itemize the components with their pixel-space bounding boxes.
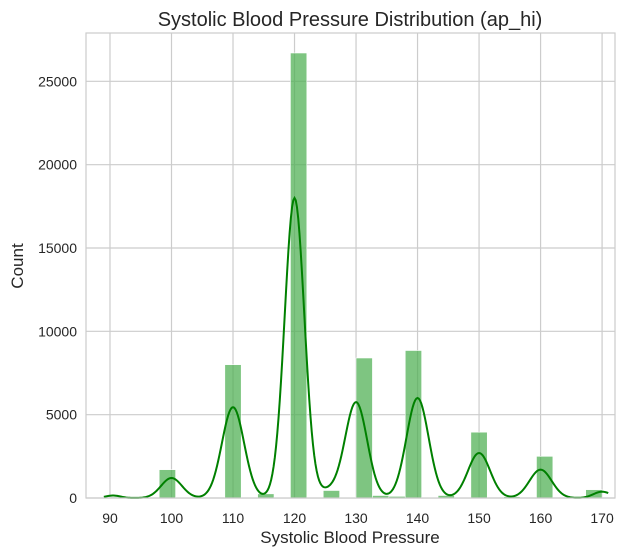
- y-tick-labels: 0 5000 10000 15000 20000 25000: [38, 73, 77, 506]
- x-tick-label: 170: [590, 510, 614, 526]
- x-axis-label: Systolic Blood Pressure: [260, 528, 440, 547]
- x-tick-labels: 90 100 110 120 130 140 150 160 170: [102, 510, 614, 526]
- plot-frame: [85, 32, 616, 499]
- y-axis-label: Count: [8, 243, 27, 289]
- x-tick-label: 140: [406, 510, 430, 526]
- y-tick-label: 0: [69, 490, 77, 506]
- histogram-bar: [257, 493, 275, 499]
- histogram-bar: [404, 350, 422, 499]
- histogram-bar: [290, 52, 308, 499]
- histogram-bar: [470, 431, 488, 499]
- kde-curve-layer: [103, 195, 609, 499]
- x-tick-label: 150: [467, 510, 491, 526]
- y-tick-label: 10000: [38, 323, 77, 339]
- histogram-bar: [322, 490, 340, 499]
- y-tick-label: 15000: [38, 240, 77, 256]
- x-tick-label: 90: [102, 510, 118, 526]
- kde-line: [103, 195, 609, 499]
- x-tick-label: 100: [160, 510, 184, 526]
- y-tick-label: 20000: [38, 157, 77, 173]
- chart-title: Systolic Blood Pressure Distribution (ap…: [158, 9, 543, 31]
- y-tick-label: 5000: [46, 407, 77, 423]
- x-tick-label: 160: [529, 510, 553, 526]
- grid-lines: [86, 33, 615, 499]
- x-tick-label: 120: [283, 510, 307, 526]
- y-tick-label: 25000: [38, 73, 77, 89]
- x-tick-label: 110: [222, 510, 245, 526]
- histogram-bar: [224, 364, 242, 499]
- x-tick-label: 130: [344, 510, 368, 526]
